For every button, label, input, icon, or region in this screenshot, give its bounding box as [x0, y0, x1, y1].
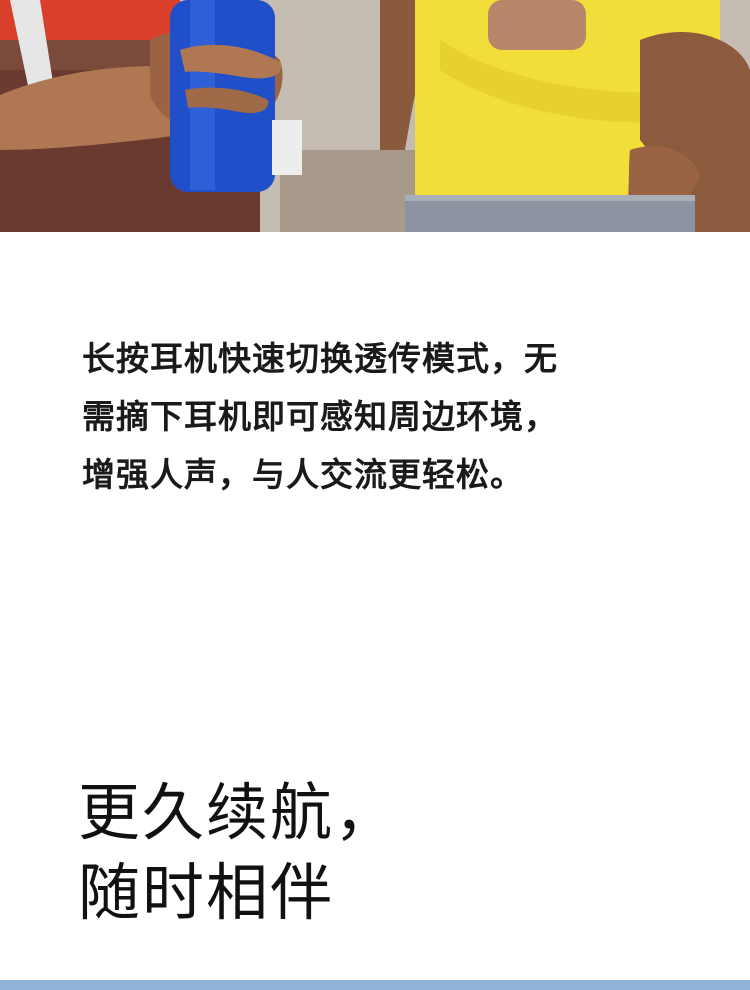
- headline-line: 随时相伴: [78, 856, 335, 929]
- description-line: 增强人声，与人交流更轻松。: [82, 455, 524, 494]
- headline-line: 更久续航，: [78, 776, 399, 849]
- description-line: 长按耳机快速切换透传模式，无: [82, 339, 558, 378]
- runners-illustration: [0, 0, 750, 232]
- feature-description: 长按耳机快速切换透传模式，无 需摘下耳机即可感知周边环境， 增强人声，与人交流更…: [82, 330, 682, 504]
- description-line: 需摘下耳机即可感知周边环境，: [82, 397, 558, 436]
- section-headline: 更久续航， 随时相伴: [78, 773, 678, 933]
- bottom-accent-bar: [0, 980, 750, 990]
- hero-image: [0, 0, 750, 232]
